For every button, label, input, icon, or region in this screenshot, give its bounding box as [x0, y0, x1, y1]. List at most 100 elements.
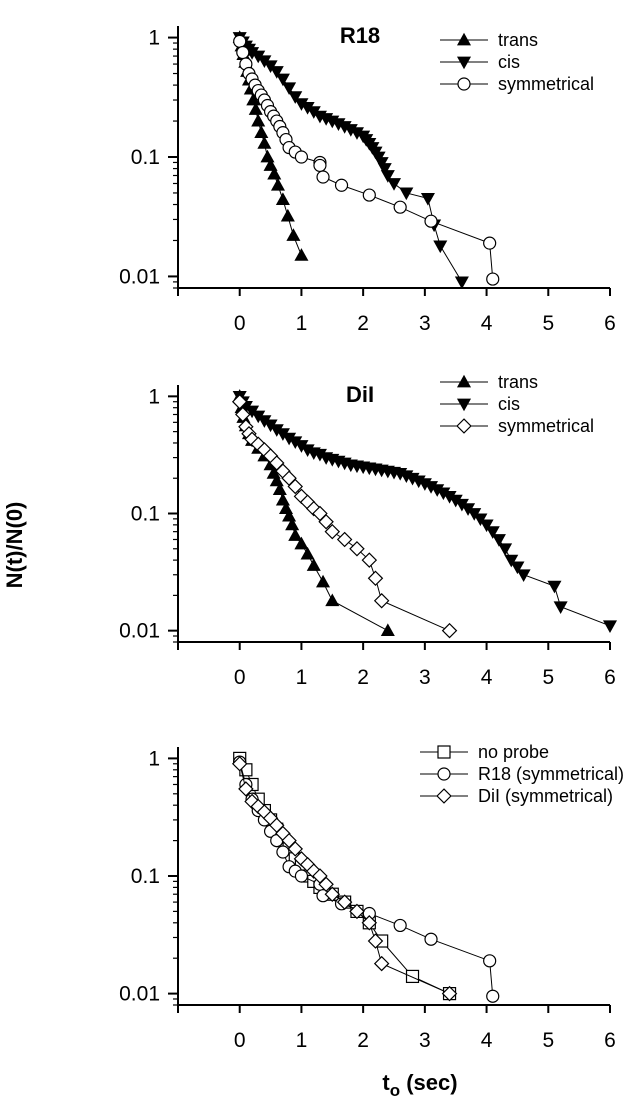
data-point	[386, 178, 402, 191]
data-point	[318, 514, 334, 530]
legend-label: DiI (symmetrical)	[478, 786, 613, 806]
data-point	[257, 136, 272, 149]
y-tick-label: 0.1	[131, 503, 160, 526]
data-point	[424, 932, 438, 946]
data-point	[286, 228, 301, 241]
data-point	[602, 620, 618, 634]
data-point	[260, 149, 275, 163]
data-point	[441, 985, 458, 1002]
legend-label: cis	[498, 394, 520, 414]
y-tick-label: 0.01	[119, 620, 160, 643]
legend-marker	[456, 418, 472, 434]
series-cis	[232, 390, 618, 634]
data-point	[288, 91, 303, 104]
x-tick-label: 2	[357, 666, 369, 689]
data-point	[306, 863, 322, 879]
legend-marker	[457, 77, 471, 91]
x-tick-label: 6	[604, 312, 616, 335]
x-tick-label: 2	[357, 1029, 369, 1052]
data-point	[380, 170, 395, 183]
data-point	[276, 845, 290, 859]
data-point	[280, 208, 295, 222]
x-axis-title-main: t	[382, 1070, 390, 1095]
x-tick-label: 6	[604, 666, 616, 689]
legend-label: symmetrical	[498, 416, 594, 436]
data-point	[275, 192, 290, 205]
y-tick-label: 0.1	[131, 865, 160, 888]
data-point	[362, 188, 376, 202]
x-tick-label: 1	[296, 666, 308, 689]
x-tick-label: 3	[419, 1029, 431, 1052]
data-point	[294, 869, 309, 883]
data-point	[251, 113, 266, 127]
series-line	[239, 37, 463, 283]
data-point	[238, 781, 254, 797]
data-point	[479, 519, 494, 533]
data-point	[254, 125, 269, 139]
data-point	[231, 756, 248, 772]
data-point	[441, 622, 458, 639]
x-tick-label: 4	[481, 1029, 493, 1052]
panel-label: DiI	[346, 382, 374, 407]
legend-marker	[456, 56, 472, 70]
y-tick-label: 0.01	[119, 265, 160, 288]
y-tick-label: 0.1	[131, 146, 160, 169]
legend-label: no probe	[478, 742, 549, 762]
legend-label: trans	[498, 372, 538, 392]
data-point	[275, 73, 290, 87]
data-point	[420, 193, 435, 206]
series-line	[239, 763, 450, 995]
y-tick-label: 1	[148, 27, 160, 50]
data-point	[349, 903, 365, 920]
data-point	[483, 954, 497, 968]
data-point	[269, 66, 284, 79]
data-point	[485, 526, 500, 539]
data-point	[393, 200, 407, 214]
data-point	[287, 841, 304, 857]
legend-marker	[456, 398, 472, 412]
data-point	[393, 918, 407, 933]
x-tick-label: 0	[234, 666, 246, 689]
series-symmetrical	[231, 393, 458, 639]
data-point	[244, 793, 260, 810]
data-point	[553, 601, 568, 614]
legend-label: cis	[498, 52, 520, 72]
panel-label: R18	[340, 23, 380, 48]
data-point	[246, 92, 261, 106]
data-point	[454, 276, 469, 290]
x-tick-label: 6	[604, 1029, 616, 1052]
data-point	[361, 552, 378, 568]
x-axis-title-subscript: o	[390, 1081, 400, 1100]
x-tick-label: 4	[481, 666, 493, 689]
data-point	[373, 592, 390, 609]
series-dii-symmetrical-	[231, 756, 458, 1002]
data-point	[288, 528, 303, 541]
data-point	[486, 272, 500, 286]
data-point	[231, 393, 248, 410]
data-point	[349, 541, 365, 557]
x-tick-label: 3	[419, 312, 431, 335]
x-tick-label: 4	[481, 312, 493, 335]
data-point	[405, 969, 420, 984]
x-tick-label: 5	[542, 666, 554, 689]
data-point	[244, 431, 260, 448]
data-point	[433, 240, 448, 254]
legend-marker	[437, 767, 451, 781]
legend-label: trans	[498, 30, 538, 50]
data-point	[272, 482, 287, 495]
data-point	[334, 178, 349, 192]
data-point	[316, 170, 330, 184]
data-point	[380, 623, 395, 637]
x-tick-label: 5	[542, 312, 554, 335]
data-point	[263, 158, 278, 171]
data-point	[236, 45, 250, 60]
data-point	[373, 955, 390, 972]
data-point	[282, 82, 297, 95]
